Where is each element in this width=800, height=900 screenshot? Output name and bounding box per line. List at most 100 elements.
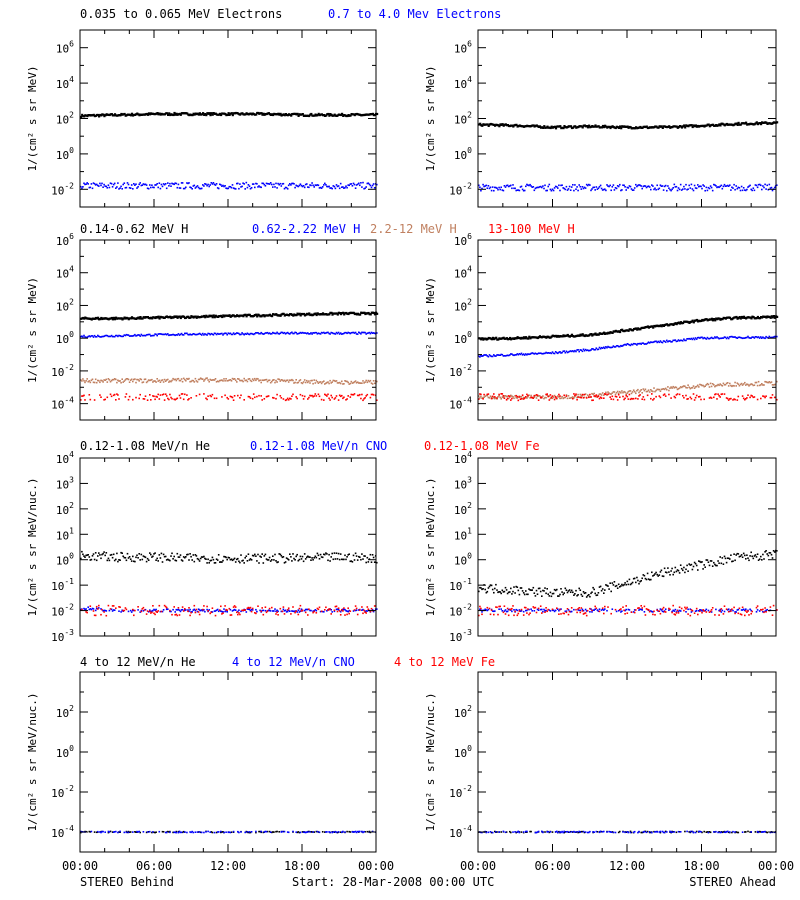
data-point: [244, 332, 246, 335]
data-point: [682, 385, 684, 388]
data-point: [343, 332, 345, 335]
data-point: [89, 559, 92, 561]
data-point: [297, 381, 300, 384]
data-point: [478, 590, 480, 593]
data-point: [645, 578, 648, 581]
data-point: [337, 609, 340, 611]
data-point: [693, 561, 696, 564]
data-point: [83, 334, 85, 337]
data-point: [568, 350, 571, 353]
data-point: [153, 395, 155, 398]
data-point: [249, 315, 252, 318]
data-point: [705, 384, 708, 386]
data-point: [744, 554, 746, 557]
data-point: [172, 377, 174, 380]
data-point: [365, 561, 367, 564]
data-point: [348, 383, 350, 385]
data-point: [532, 352, 535, 355]
data-point: [277, 332, 279, 335]
data-point: [146, 557, 149, 560]
data-point: [293, 332, 295, 335]
data-point: [156, 396, 158, 398]
data-point: [286, 379, 289, 381]
data-point: [353, 183, 356, 186]
data-point: [170, 610, 172, 613]
data-point: [551, 397, 554, 400]
data-point: [688, 184, 690, 187]
data-point: [364, 331, 366, 334]
legend-label: 2.2-12 MeV H: [370, 222, 457, 236]
data-point: [663, 610, 666, 613]
data-point: [629, 344, 632, 347]
data-point: [81, 380, 83, 382]
data-point: [541, 396, 543, 399]
data-point: [344, 331, 346, 334]
data-point: [369, 396, 372, 399]
data-point: [182, 398, 185, 401]
data-point: [307, 186, 309, 188]
data-point: [652, 399, 654, 401]
data-point: [762, 553, 764, 556]
data-point: [331, 187, 333, 190]
data-point: [584, 608, 587, 611]
data-point: [187, 609, 189, 611]
data-point: [127, 183, 130, 186]
data-point: [276, 393, 278, 396]
data-point: [639, 394, 641, 396]
data-point: [491, 355, 494, 358]
data-point: [361, 606, 363, 608]
data-point: [302, 312, 305, 316]
data-point: [599, 184, 602, 187]
data-point: [314, 555, 317, 558]
data-point: [549, 610, 552, 612]
data-point: [187, 333, 189, 336]
data-point: [354, 552, 357, 555]
data-point: [248, 313, 251, 316]
data-point: [265, 395, 268, 398]
data-point: [713, 384, 715, 386]
data-point: [319, 553, 322, 556]
data-point: [703, 185, 705, 187]
data-point: [307, 381, 309, 384]
data-point: [198, 393, 201, 396]
data-point: [112, 378, 115, 381]
data-point: [227, 831, 230, 834]
data-point: [603, 394, 605, 396]
data-point: [89, 335, 92, 338]
data-point: [490, 355, 493, 358]
data-point: [336, 313, 339, 316]
data-point: [668, 609, 670, 611]
data-point: [115, 334, 117, 337]
data-point: [707, 561, 710, 563]
data-point: [577, 608, 579, 610]
data-point: [169, 393, 171, 396]
data-point: [702, 609, 704, 611]
data-point: [579, 396, 582, 399]
data-point: [611, 608, 614, 610]
data-point: [371, 554, 374, 556]
data-point: [171, 379, 173, 382]
data-point: [767, 381, 770, 384]
data-point: [279, 380, 282, 382]
data-point: [589, 184, 591, 186]
data-point: [542, 353, 544, 355]
data-point: [257, 378, 259, 380]
data-point: [720, 393, 723, 396]
data-point: [347, 607, 349, 609]
data-point: [742, 383, 745, 385]
data-point: [341, 394, 343, 397]
data-point: [358, 555, 360, 558]
data-point: [764, 551, 766, 553]
data-point: [737, 612, 740, 615]
data-point: [498, 393, 500, 396]
data-point: [737, 186, 740, 189]
data-point: [181, 393, 184, 395]
data-point: [111, 610, 114, 612]
data-point: [748, 385, 750, 387]
data-point: [564, 396, 567, 399]
data-point: [92, 317, 95, 320]
data-point: [550, 352, 553, 355]
data-point: [94, 336, 97, 338]
data-point: [250, 332, 253, 335]
data-point: [222, 612, 224, 614]
